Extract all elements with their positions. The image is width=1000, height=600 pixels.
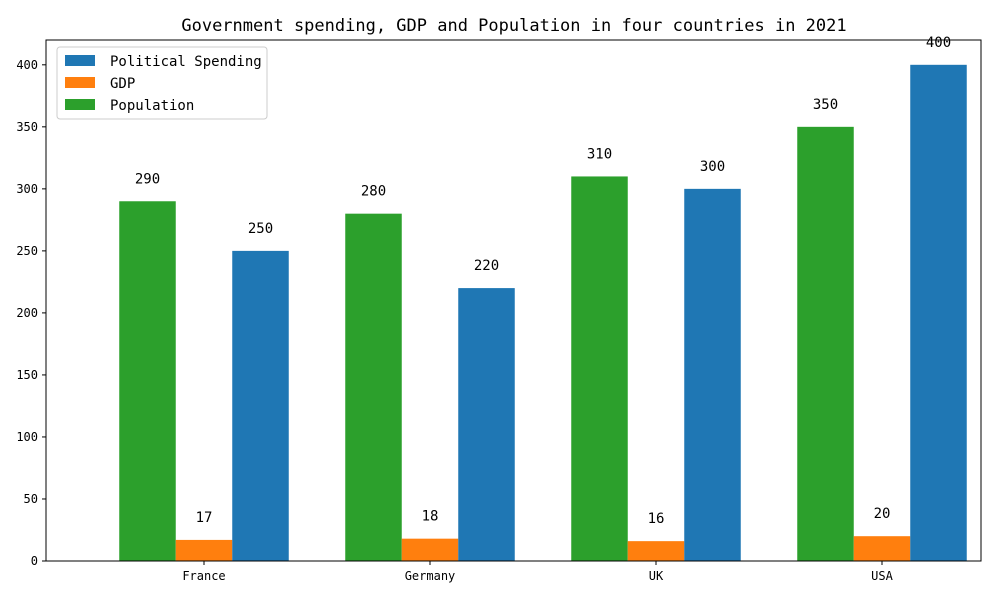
data-label-gdp-usa: 20 [874,506,891,522]
y-axis: 0 50 100 150 200 250 300 350 400 [16,58,46,568]
bar-gdp-germany [401,538,459,561]
bars-layer [119,64,967,562]
y-tick-label-100: 100 [16,430,38,444]
bar-population-germany [345,213,402,562]
bar-political-spending-uk [684,188,741,562]
x-tick-label-usa: USA [871,569,893,583]
data-label-population-germany: 280 [361,184,386,200]
bar-gdp-usa [853,536,911,561]
data-label-political-spending-usa: 400 [926,35,951,51]
data-label-gdp-germany: 18 [422,509,439,525]
bar-population-uk [571,176,628,561]
bar-population-usa [797,126,854,561]
bar-political-spending-france [232,250,289,561]
legend: Political Spending GDP Population [56,46,268,120]
y-tick-label-0: 0 [31,554,38,568]
bar-population-france [119,201,176,561]
data-label-political-spending-uk: 300 [700,159,725,175]
data-label-gdp-france: 17 [196,510,213,526]
data-label-population-uk: 310 [587,146,612,162]
y-tick-label-50: 50 [24,492,38,506]
data-label-population-france: 290 [135,171,160,187]
x-tick-label-france: France [182,569,225,583]
data-labels-layer: 290 17 250 280 18 220 310 16 300 350 20 400 [135,35,951,527]
x-tick-label-germany: Germany [405,569,456,583]
y-tick-label-200: 200 [16,306,38,320]
legend-label-population: Population [110,98,194,114]
y-tick-label-250: 250 [16,244,38,258]
legend-label-gdp: GDP [110,76,135,92]
legend-swatch-gdp [65,77,95,88]
y-tick-label-150: 150 [16,368,38,382]
bar-gdp-uk [627,541,685,561]
y-tick-label-350: 350 [16,120,38,134]
plot-frame [45,39,982,562]
legend-swatch-population [65,99,95,110]
legend-label-political-spending: Political Spending [110,54,262,70]
chart-title: Government spending, GDP and Population … [181,16,846,36]
data-label-political-spending-france: 250 [248,221,273,237]
bar-gdp-france [175,539,233,561]
data-label-population-usa: 350 [813,97,838,113]
x-tick-label-uk: UK [649,569,664,583]
legend-swatch-political-spending [65,55,95,66]
x-axis: France Germany UK USA [182,561,894,583]
y-tick-label-300: 300 [16,182,38,196]
bar-political-spending-usa [910,64,967,561]
bar-political-spending-germany [458,288,515,561]
y-tick-label-400: 400 [16,58,38,72]
data-label-gdp-uk: 16 [648,511,665,527]
legend-box [56,46,268,120]
data-label-political-spending-germany: 220 [474,258,499,274]
